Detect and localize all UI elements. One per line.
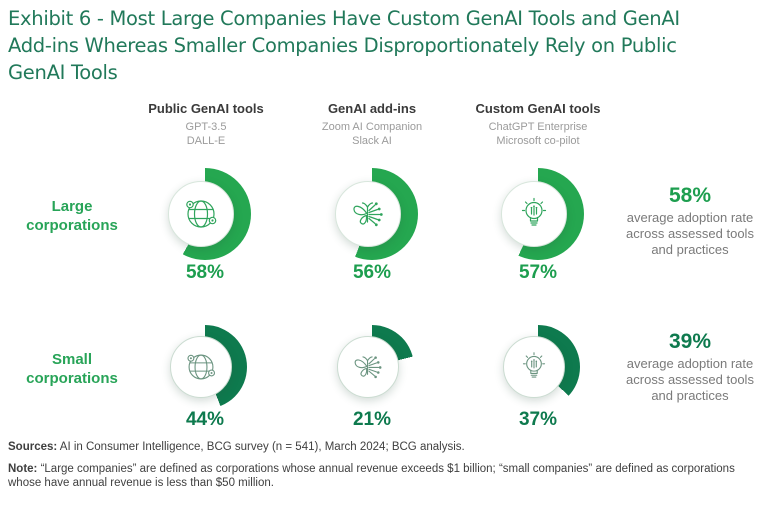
column-example: DALL-E xyxy=(186,135,226,147)
row-label-large-corporations: Large corporations xyxy=(26,198,118,234)
column-header-public-genai-tools: Public GenAI tools GPT-3.5 DALL-E xyxy=(121,101,291,148)
donut-small-custom-genai xyxy=(496,325,580,409)
average-caption: average adoption rate across assessed to… xyxy=(626,356,754,403)
column-example: Microsoft co-pilot xyxy=(496,135,580,147)
column-example: Slack AI xyxy=(352,135,392,147)
column-example: ChatGPT Enterprise xyxy=(488,121,588,133)
title-line-1: Exhibit 6 - Most Large Companies Have Cu… xyxy=(8,7,680,30)
annotation-large-average: 58% average adoption rate across assesse… xyxy=(624,184,756,258)
annotation-small-average: 39% average adoption rate across assesse… xyxy=(624,330,756,404)
sources-label: Sources: xyxy=(8,441,58,453)
column-title: GenAI add-ins xyxy=(327,101,417,116)
sources-text: AI in Consumer Intelligence, BCG survey … xyxy=(57,441,465,453)
average-caption: average adoption rate across assessed to… xyxy=(626,210,754,257)
butterfly-icon xyxy=(353,202,383,227)
donut-large-public-genai xyxy=(159,168,251,260)
title-line-2: Add-ins Whereas Smaller Companies Dispro… xyxy=(8,34,677,57)
donut-large-custom-genai xyxy=(492,168,584,260)
value-small-genai-add-ins: 21% xyxy=(352,409,392,430)
value-small-public-genai: 44% xyxy=(185,409,225,430)
note-label: Note: xyxy=(8,463,38,475)
donut-center xyxy=(170,336,232,398)
column-example: Zoom AI Companion xyxy=(321,121,423,133)
globe-icon xyxy=(186,200,217,228)
note-text: “Large companies” are defined as corpora… xyxy=(8,463,735,489)
column-header-genai-add-ins: GenAI add-ins Zoom AI Companion Slack AI xyxy=(287,101,457,148)
row-label-small-corporations: Small corporations xyxy=(26,351,118,387)
definition-note: Note: “Large companies” are defined as c… xyxy=(8,462,762,490)
sources-note: Sources: AI in Consumer Intelligence, BC… xyxy=(8,440,762,454)
title-line-3: GenAI Tools xyxy=(8,61,118,84)
value-large-genai-add-ins: 56% xyxy=(352,262,392,283)
donut-small-genai-add-ins xyxy=(330,325,414,409)
donut-center xyxy=(501,181,567,247)
value-small-custom-genai: 37% xyxy=(518,409,558,430)
lightbulb-icon xyxy=(522,352,546,378)
donut-center xyxy=(168,181,234,247)
donut-center xyxy=(503,336,565,398)
average-value: 58% xyxy=(668,184,712,207)
average-value: 39% xyxy=(668,330,712,353)
column-header-custom-genai-tools: Custom GenAI tools ChatGPT Enterprise Mi… xyxy=(453,101,623,148)
value-large-custom-genai: 57% xyxy=(518,262,558,283)
column-title: Public GenAI tools xyxy=(148,101,264,116)
donut-large-genai-add-ins xyxy=(326,168,418,260)
column-example: GPT-3.5 xyxy=(185,121,227,133)
butterfly-icon xyxy=(354,356,382,379)
globe-icon xyxy=(187,354,216,380)
exhibit-title: Exhibit 6 - Most Large Companies Have Cu… xyxy=(8,5,680,86)
donut-center xyxy=(337,336,399,398)
donut-center xyxy=(335,181,401,247)
value-large-public-genai: 58% xyxy=(185,262,225,283)
donut-small-public-genai xyxy=(163,325,247,409)
lightbulb-icon xyxy=(521,197,547,226)
column-title: Custom GenAI tools xyxy=(475,101,601,116)
